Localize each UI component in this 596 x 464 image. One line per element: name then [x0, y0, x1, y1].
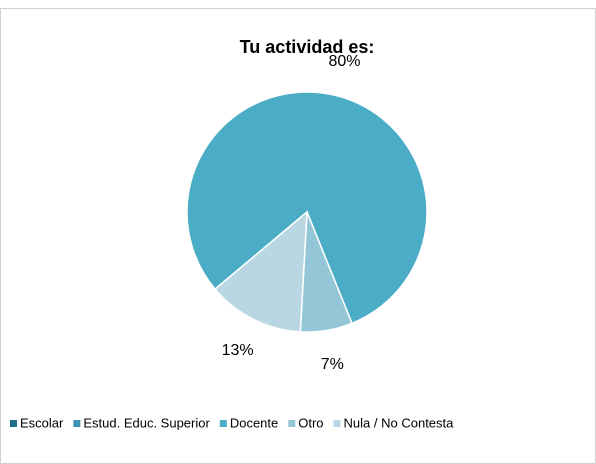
legend-marker	[10, 420, 17, 427]
legend-label: Escolar	[20, 415, 64, 430]
data-label: 80%	[328, 53, 360, 70]
chart-title: Tu actividad es:	[240, 37, 375, 57]
legend-label: Estud. Educ. Superior	[83, 415, 210, 430]
legend-label: Nula / No Contesta	[344, 415, 455, 430]
pie-slice	[214, 210, 308, 333]
legend-marker	[73, 420, 81, 427]
data-label: 13%	[222, 342, 254, 359]
legend-label: Otro	[298, 415, 323, 430]
legend-marker	[288, 420, 296, 427]
pie-slice	[186, 91, 428, 325]
data-label: 7%	[321, 356, 344, 373]
legend-marker	[333, 420, 341, 427]
legend-marker	[219, 420, 227, 427]
legend-label: Docente	[230, 415, 278, 430]
